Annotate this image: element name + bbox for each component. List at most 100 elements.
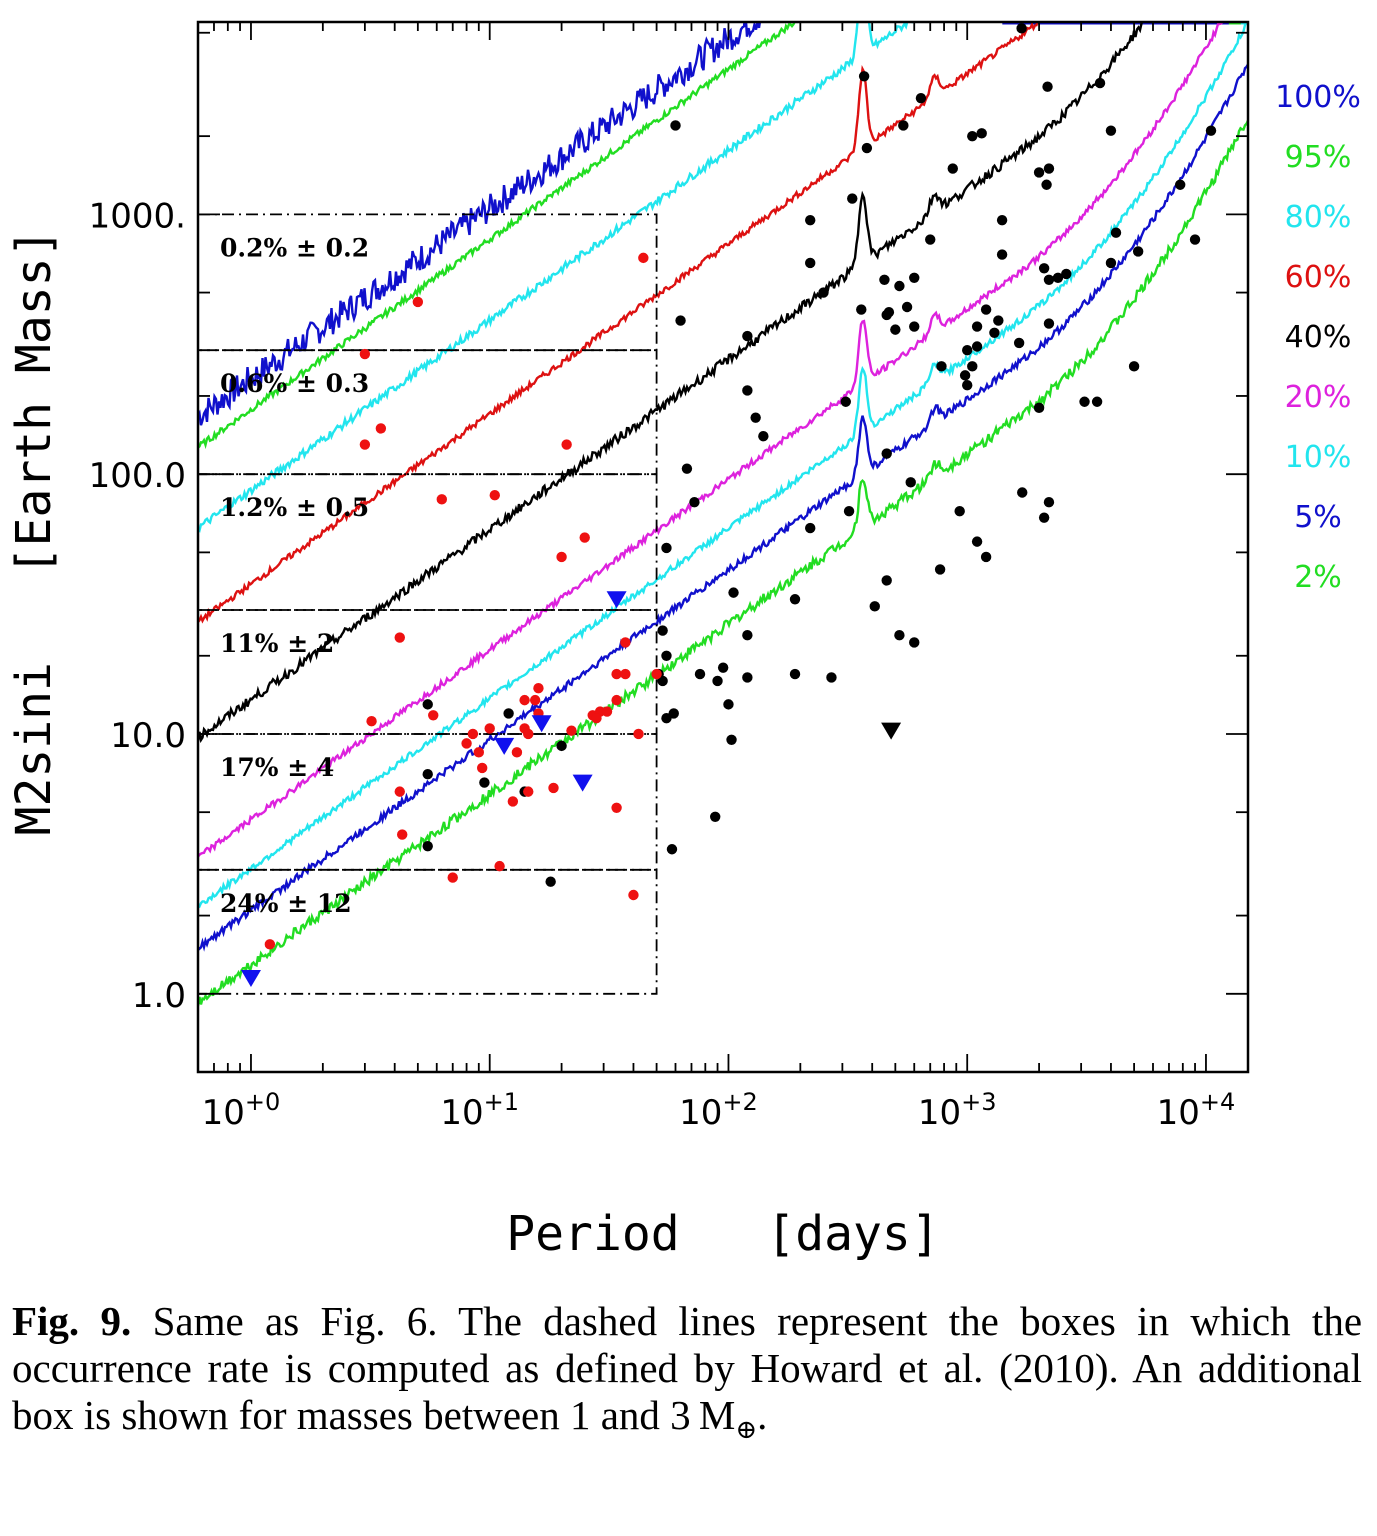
- data-point-black: [1041, 179, 1052, 190]
- data-point-black: [805, 257, 816, 269]
- data-point-red: [359, 348, 371, 360]
- data-point-red: [467, 728, 479, 740]
- data-point-red: [579, 532, 590, 543]
- figure-caption: Fig. 9. Same as Fig. 6. The dashed lines…: [12, 1298, 1362, 1453]
- occurrence-box-label: 0.6% ± 0.3: [220, 369, 369, 398]
- data-point-black: [556, 740, 567, 752]
- data-point-black: [959, 370, 971, 381]
- detection-curve-60pct: [198, 22, 1043, 624]
- data-point-black: [818, 287, 829, 298]
- occurrence-box-3: [198, 473, 658, 611]
- data-point-black: [666, 844, 678, 855]
- data-point-black: [789, 594, 801, 605]
- legend-entry: 40%: [1285, 320, 1352, 355]
- data-point-black: [670, 120, 681, 131]
- data-point-black: [422, 840, 433, 852]
- data-point-black: [826, 672, 837, 683]
- data-point-black: [675, 315, 686, 326]
- data-point-black: [1174, 179, 1186, 190]
- data-point-red: [523, 728, 534, 740]
- data-point-red: [394, 786, 405, 797]
- data-point-black: [947, 163, 958, 174]
- data-point-black: [989, 327, 1000, 339]
- data-point-black: [971, 321, 983, 332]
- data-point-black: [898, 120, 909, 131]
- data-point-red: [638, 252, 649, 264]
- data-point-red: [428, 710, 439, 721]
- data-point-black: [909, 637, 920, 648]
- data-point-black: [1105, 125, 1117, 136]
- data-point-black: [726, 734, 737, 745]
- caption-text: Same as Fig. 6. The dashed lines represe…: [12, 1298, 1363, 1438]
- data-points: [240, 23, 1217, 988]
- y-tick-label: 10.0: [110, 716, 186, 756]
- chart: 0.2% ± 0.2 0.6% ± 0.3 1.2% ± 0.5 11% ± 2 17%…: [6, 20, 1361, 1262]
- x-axis-title: Period [days]: [506, 1206, 939, 1262]
- data-point-black: [881, 448, 892, 459]
- occurrence-box-label: 1.2% ± 0.5: [220, 493, 369, 522]
- data-point-black: [1079, 396, 1090, 407]
- upper-limit-triangle: [881, 722, 902, 740]
- detection-curve-20pct: [198, 22, 1224, 858]
- y-tick-label: 1000.: [89, 196, 186, 236]
- data-point-red: [494, 860, 505, 872]
- data-point-black: [1033, 167, 1045, 178]
- data-point-black: [962, 345, 973, 356]
- upper-limit-triangle: [240, 970, 261, 988]
- data-point-black: [909, 321, 920, 332]
- legend-entry: 60%: [1285, 260, 1352, 295]
- data-point-red: [489, 489, 500, 501]
- data-point-black: [976, 128, 987, 139]
- data-point-black: [479, 777, 490, 788]
- data-point-black: [503, 708, 514, 719]
- data-point-black: [1110, 227, 1122, 238]
- data-point-black: [742, 330, 753, 342]
- data-point-red: [611, 694, 622, 706]
- data-point-black: [936, 361, 947, 372]
- data-point-red: [447, 872, 458, 883]
- data-point-black: [712, 675, 723, 687]
- data-point-red: [611, 668, 622, 680]
- x-tick-label: 10+0: [202, 1088, 281, 1133]
- data-point-red: [473, 747, 484, 758]
- data-point-black: [869, 601, 880, 612]
- y-tick-label: 1.0: [132, 976, 186, 1016]
- data-point-black: [894, 280, 905, 292]
- detection-curve-10pct: [198, 22, 1248, 909]
- legend-entry: 80%: [1285, 200, 1352, 235]
- x-tick-label: 10+1: [440, 1088, 519, 1133]
- data-point-black: [657, 625, 668, 636]
- tick-labels: 10+0 10+1 10+2 10+3 10+4 1.0 10.0 100.0 1000.: [89, 196, 1236, 1133]
- data-point-black: [909, 272, 920, 283]
- data-point-black: [1189, 234, 1201, 245]
- legend-entry: 100%: [1275, 80, 1361, 115]
- data-point-red: [519, 694, 530, 706]
- data-point-red: [394, 632, 405, 643]
- data-point-black: [1033, 402, 1045, 414]
- caption-symbol: M: [698, 1392, 736, 1438]
- occurrence-box-5: [198, 733, 658, 871]
- data-point-black: [967, 130, 978, 142]
- data-point-black: [971, 341, 983, 352]
- occurrence-boxes: 0.2% ± 0.2 0.6% ± 0.3 1.2% ± 0.5 11% ± 2 17%…: [198, 213, 658, 995]
- upper-limit-triangle: [572, 774, 593, 792]
- data-point-red: [628, 889, 639, 901]
- data-point-black: [843, 506, 855, 517]
- caption-end: .: [757, 1392, 768, 1438]
- y-axis-title: M2sini [Earth Mass]: [6, 229, 62, 836]
- x-tick-label: 10+2: [679, 1088, 758, 1133]
- data-point-black: [1043, 163, 1055, 174]
- data-point-red: [651, 668, 662, 680]
- data-point-black: [758, 431, 769, 442]
- data-point-black: [1016, 23, 1027, 34]
- data-point-black: [1091, 396, 1103, 407]
- data-point-black: [980, 304, 992, 315]
- data-point-black: [661, 542, 672, 554]
- data-point-black: [905, 477, 916, 488]
- data-point-black: [1094, 77, 1106, 89]
- data-point-red: [566, 725, 577, 736]
- data-point-black: [901, 301, 913, 313]
- detection-curve-40pct: [198, 22, 1149, 744]
- legend-entry: 95%: [1285, 140, 1352, 175]
- data-point-red: [601, 706, 613, 717]
